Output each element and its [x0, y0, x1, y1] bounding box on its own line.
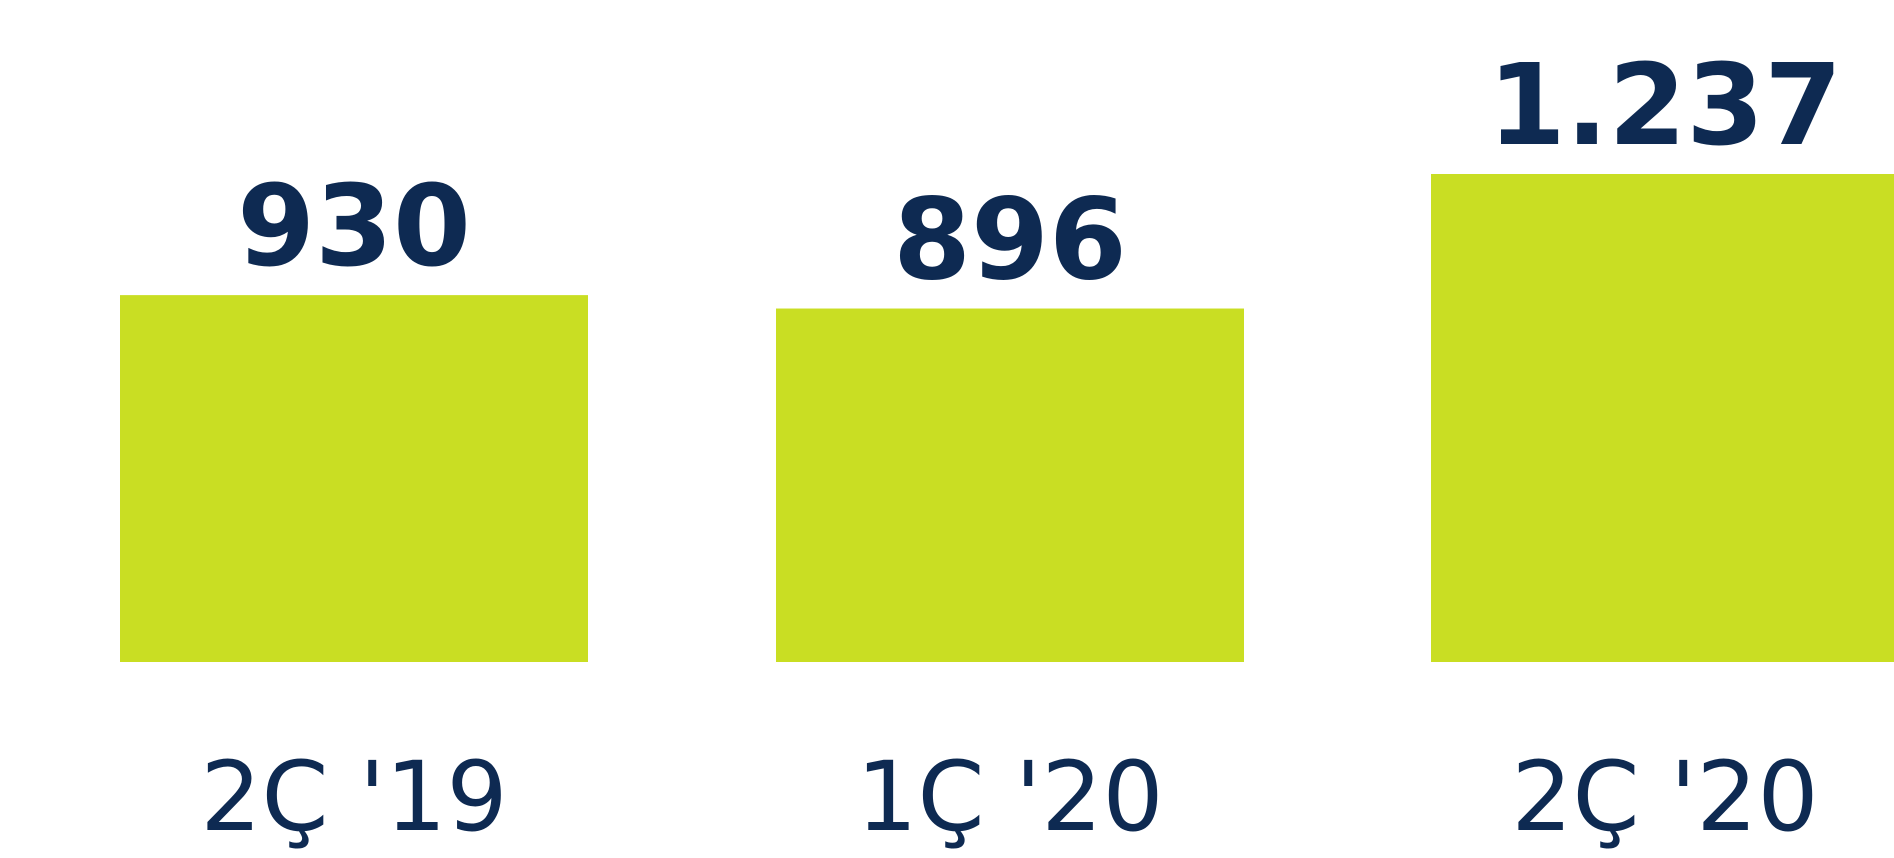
value-label-1: 896	[893, 176, 1127, 306]
bars-group	[120, 174, 1894, 662]
category-labels-group: 2Ç '19 1Ç '20 2Ç '20	[200, 741, 1818, 853]
category-label-1: 1Ç '20	[856, 741, 1163, 853]
category-label-2: 2Ç '20	[1511, 741, 1818, 853]
bar-2	[1431, 174, 1894, 662]
category-label-0: 2Ç '19	[200, 741, 507, 853]
value-labels-group: 930 896 1.237	[237, 41, 1842, 306]
bar-0	[120, 295, 588, 662]
value-label-2: 1.237	[1488, 41, 1842, 171]
value-label-0: 930	[237, 162, 471, 292]
bar-1	[776, 308, 1244, 662]
